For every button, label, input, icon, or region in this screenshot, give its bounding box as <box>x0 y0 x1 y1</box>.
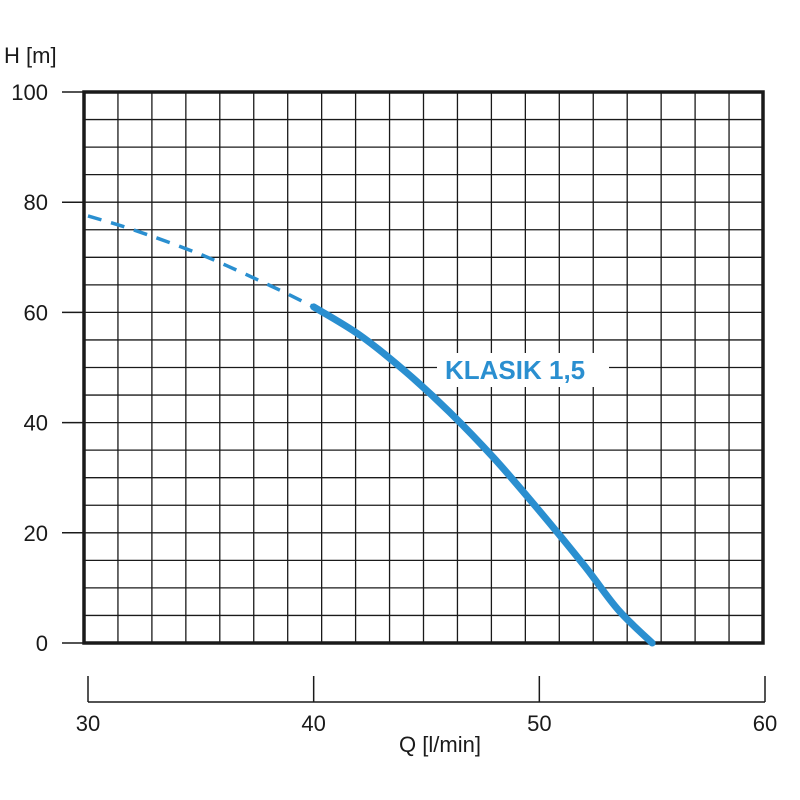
y-tick-label: 0 <box>36 631 48 656</box>
y-tick-label: 60 <box>24 300 48 325</box>
x-tick-label: 30 <box>76 711 100 736</box>
series-label-background <box>437 353 609 387</box>
curve-extrapolated-dashed <box>87 214 315 309</box>
y-axis: 0 20 40 60 80 100 <box>11 80 84 656</box>
y-tick-label: 20 <box>24 521 48 546</box>
x-axis: 30 40 50 60 <box>76 676 777 736</box>
y-axis-title: H [m] <box>4 43 57 68</box>
x-tick-label: 40 <box>301 711 325 736</box>
series-layer: KLASIK 1,5 <box>87 214 656 647</box>
y-tick-label: 80 <box>24 190 48 215</box>
series-label: KLASIK 1,5 <box>445 355 585 385</box>
grid <box>84 92 763 643</box>
y-tick-label: 40 <box>24 411 48 436</box>
x-axis-title: Q [l/min] <box>399 732 481 757</box>
x-tick-label: 50 <box>527 711 551 736</box>
x-tick-label: 60 <box>753 711 777 736</box>
plot-frame <box>82 90 765 645</box>
y-tick-label: 100 <box>11 80 48 105</box>
curve-operating-solid <box>310 303 656 647</box>
